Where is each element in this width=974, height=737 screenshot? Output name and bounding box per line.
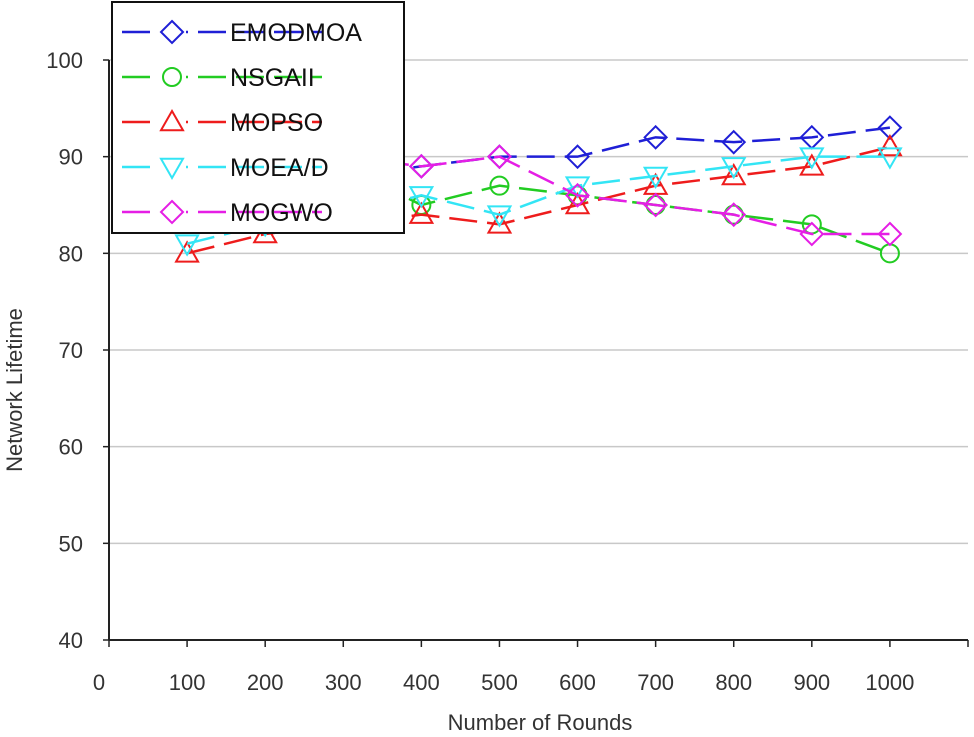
legend-item-emodmoa: EMODMOA (122, 18, 362, 47)
y-tick-label-60: 60 (59, 435, 83, 460)
legend-marker-mopso (159, 108, 185, 132)
point-emodmoa-600 (565, 144, 590, 170)
point-moea-d-600 (564, 176, 591, 199)
point-moea-d-500 (486, 205, 513, 228)
x-tick-label-900: 900 (793, 670, 830, 695)
y-tick-label-90: 90 (59, 145, 83, 170)
series-line-mogwo (343, 155, 890, 236)
legend-marker-moea-d (159, 157, 185, 181)
legend-marker-bg-emodmoa (158, 18, 186, 46)
point-mopso-800 (721, 162, 747, 186)
point-mogwo-400 (408, 153, 434, 179)
legend-marker-nsgaii (162, 67, 182, 87)
point-moea-d-700 (642, 166, 669, 190)
point-emodmoa-800 (721, 129, 747, 155)
point-mopso-500 (486, 211, 513, 234)
point-moea-d-400 (408, 186, 435, 209)
legend-label-emodmoa: EMODMOA (230, 19, 362, 47)
legend-item-mopso: MOPSO (122, 108, 323, 137)
point-moea-d-800 (721, 157, 747, 180)
point-mopso-100 (174, 240, 200, 263)
x-axis-title: Number of Rounds (448, 710, 633, 735)
point-mopso-600 (564, 191, 591, 215)
y-tick-label-50: 50 (59, 531, 83, 556)
point-mogwo-900 (799, 221, 825, 247)
y-axis-title: Network Lifetime (2, 308, 27, 472)
legend-item-nsgaii: NSGAII (122, 63, 322, 92)
legend-marker-mogwo (159, 199, 185, 225)
point-mopso-1000 (877, 133, 903, 157)
y-tick-label-100: 100 (46, 48, 83, 73)
x-tick-label-0: 0 (93, 670, 105, 695)
point-moea-d-1000 (877, 147, 903, 170)
point-mogwo-500 (487, 144, 512, 170)
x-tick-label-800: 800 (715, 670, 752, 695)
point-mopso-400 (408, 201, 435, 224)
legend-marker-bg-mogwo (158, 198, 186, 226)
point-nsgaii-500 (489, 175, 510, 196)
point-mogwo-800 (721, 202, 747, 228)
y-tick-label-70: 70 (59, 338, 83, 363)
point-mopso-900 (799, 153, 825, 176)
point-mogwo-1000 (877, 221, 903, 247)
x-tick-label-600: 600 (559, 670, 596, 695)
point-emodmoa-700 (643, 124, 669, 150)
x-tick-label-700: 700 (637, 670, 674, 695)
legend: EMODMOA NSGAII MOPSO MOEA/D MOGWO (111, 1, 405, 234)
point-mogwo-700 (643, 192, 669, 218)
axes (103, 59, 969, 647)
legend-label-mogwo: MOGWO (230, 199, 333, 227)
y-tick-label-40: 40 (59, 628, 83, 653)
x-tick-label-400: 400 (403, 670, 440, 695)
point-emodmoa-1000 (877, 115, 903, 141)
x-tick-label-500: 500 (481, 670, 518, 695)
legend-item-mogwo: MOGWO (122, 198, 333, 227)
series-mogwo (330, 144, 903, 247)
legend-label-mopso: MOPSO (230, 109, 323, 137)
point-mogwo-600 (565, 182, 590, 208)
legend-item-moea-d: MOEA/D (122, 153, 329, 182)
point-moea-d-900 (799, 147, 825, 170)
x-tick-label-300: 300 (325, 670, 362, 695)
x-tick-label-200: 200 (247, 670, 284, 695)
legend-marker-emodmoa (159, 19, 185, 45)
legend-label-moea-d: MOEA/D (230, 154, 329, 182)
x-tick-label-100: 100 (169, 670, 206, 695)
legend-label-nsgaii: NSGAII (230, 64, 315, 92)
point-moea-d-100 (174, 234, 200, 257)
y-tick-label-80: 80 (59, 241, 83, 266)
x-tick-label-1000: 1000 (865, 670, 914, 695)
